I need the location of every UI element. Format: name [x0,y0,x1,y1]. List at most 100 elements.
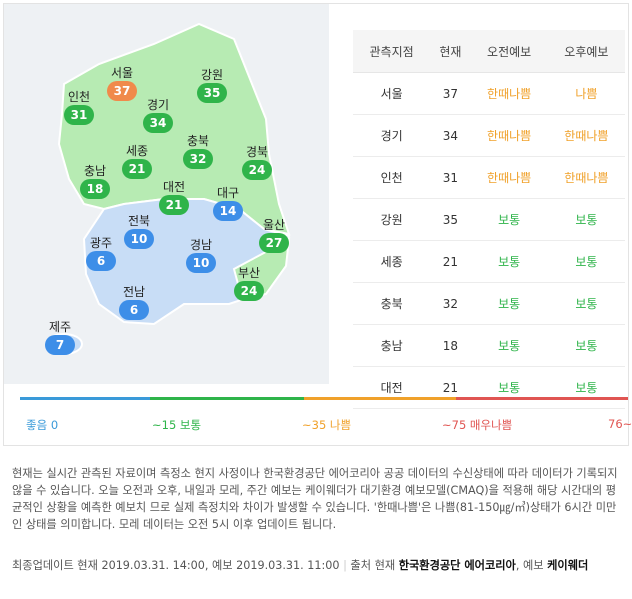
pin-value-badge: 6 [86,251,116,271]
pin-value-badge: 34 [143,113,173,133]
pin-region-name: 경북 [245,145,269,159]
table-cell: 강원 [353,198,431,241]
table-cell: 21 [430,366,471,409]
pin-region-name: 전북 [127,214,151,228]
table-cell: 서울 [353,72,431,115]
legend-segment [20,397,150,400]
source-airkorea-link[interactable]: 한국환경공단 에어코리아 [398,559,516,572]
map-pin[interactable]: 광주 6 [76,236,126,271]
pin-value-badge: 7 [45,335,75,355]
pin-region-name: 서울 [110,66,134,80]
source-mid: , 예보 [515,559,544,572]
pin-value-badge: 37 [107,81,137,101]
pin-region-name: 전남 [122,285,146,299]
pin-value-badge: 14 [213,201,243,221]
table-row: 대전 21 보통 보통 [353,366,625,409]
map-pin[interactable]: 대구 14 [203,186,253,221]
region-map: 서울 37 강원 35 인천 31 경기 34 충북 32 세종 21 경북 24 충남 18 대전 21 대구 14… [4,4,329,384]
pin-region-name: 대구 [216,186,240,200]
map-pin[interactable]: 경남 10 [176,238,226,273]
map-pin[interactable]: 충북 32 [173,134,223,169]
table-body: 서울 37 한때나쁨 나쁨 경기 34 한때나쁨 한때나쁨 인천 31 한때나쁨 한때나쁨 강원 35 보통… [353,72,625,409]
table-row: 충남 18 보통 보통 [353,324,625,367]
map-pin[interactable]: 제주 7 [35,320,85,355]
map-pin[interactable]: 전남 6 [109,285,159,320]
table-cell: 31 [430,156,471,199]
legend-segment [304,397,456,400]
pin-value-badge: 21 [122,159,152,179]
legend-label: ~75 매우나쁨 [442,418,513,432]
table-cell: 보통 [470,366,548,409]
pin-value-badge: 27 [259,233,289,253]
pin-value-badge: 10 [124,229,154,249]
table-cell: 대전 [353,366,431,409]
pin-value-badge: 24 [242,160,272,180]
map-pin[interactable]: 경북 24 [232,145,282,180]
map-pin[interactable]: 충남 18 [70,164,120,199]
dust-widget: 서울 37 강원 35 인천 31 경기 34 충북 32 세종 21 경북 24 충남 18 대전 21 대구 14… [3,3,632,446]
pin-value-badge: 6 [119,300,149,320]
table-cell: 21 [430,240,471,283]
table-cell: 인천 [353,156,431,199]
pin-value-badge: 31 [64,105,94,125]
pin-region-name: 대전 [162,180,186,194]
info-note: 현재는 실시간 관측된 자료이며 측정소 현지 사정이나 한국환경공단 에어코리… [12,465,624,533]
table-row: 세종 21 보통 보통 [353,240,625,283]
table-cell: 한때나쁨 [547,156,625,199]
legend-label: ~35 나쁨 [302,418,352,432]
table-header-cell: 오전예보 [470,30,548,73]
pin-region-name: 강원 [200,68,224,82]
table-row: 인천 31 한때나쁨 한때나쁨 [353,156,625,199]
table-cell: 37 [430,72,471,115]
legend-label: 76~ [608,417,632,431]
pin-region-name: 제주 [48,320,72,334]
table-cell: 한때나쁨 [547,114,625,157]
map-pin[interactable]: 경기 34 [133,98,183,133]
map-pin[interactable]: 세종 21 [112,144,162,179]
table-cell: 18 [430,324,471,367]
table-cell: 보통 [470,240,548,283]
map-pin[interactable]: 전북 10 [114,214,164,249]
legend-label: 좋음 0 [26,418,59,432]
pin-region-name: 충북 [186,134,210,148]
source-prefix: 출처 현재 [350,559,396,572]
table-cell: 나쁨 [547,72,625,115]
forecast-table: 관측지점 현재 오전예보 오후예보 서울 37 한때나쁨 나쁨 경기 34 한때나쁨 한때나쁨 인천 3… [353,30,625,409]
legend-segment [150,397,304,400]
table-cell: 한때나쁨 [470,72,548,115]
map-pin[interactable]: 대전 21 [149,180,199,215]
table-cell: 보통 [470,282,548,325]
map-pin[interactable]: 서울 37 [97,66,147,101]
table-header: 관측지점 현재 오전예보 오후예보 [353,30,625,73]
source-kweather-link[interactable]: 케이웨더 [547,559,589,572]
map-pin[interactable]: 인천 31 [54,90,104,125]
table-cell: 경기 [353,114,431,157]
table-cell: 보통 [470,198,548,241]
pin-value-badge: 32 [183,149,213,169]
table-cell: 세종 [353,240,431,283]
pin-region-name: 광주 [89,236,113,250]
pin-region-name: 충남 [83,164,107,178]
pin-value-badge: 18 [80,179,110,199]
note-text: 현재는 실시간 관측된 자료이며 측정소 현지 사정이나 한국환경공단 에어코리… [12,467,618,531]
table-cell: 한때나쁨 [470,114,548,157]
table-cell: 보통 [547,282,625,325]
table-cell: 보통 [547,240,625,283]
pin-region-name: 경남 [189,238,213,252]
table-cell: 충북 [353,282,431,325]
table-row: 강원 35 보통 보통 [353,198,625,241]
legend-bar: 좋음 0 ~15 보통 ~35 나쁨 ~75 매우나쁨 76~ [4,397,632,441]
pin-value-badge: 35 [197,83,227,103]
table-row: 충북 32 보통 보통 [353,282,625,325]
map-pin[interactable]: 강원 35 [187,68,237,103]
map-pin[interactable]: 울산 27 [249,218,299,253]
table-cell: 보통 [547,198,625,241]
table-cell: 충남 [353,324,431,367]
table-header-cell: 오후예보 [547,30,625,73]
table-header-cell: 관측지점 [353,30,431,73]
table-cell: 보통 [547,324,625,367]
pin-value-badge: 10 [186,253,216,273]
table-cell: 32 [430,282,471,325]
legend-segment [456,397,604,400]
map-pin[interactable]: 부산 24 [224,266,274,301]
